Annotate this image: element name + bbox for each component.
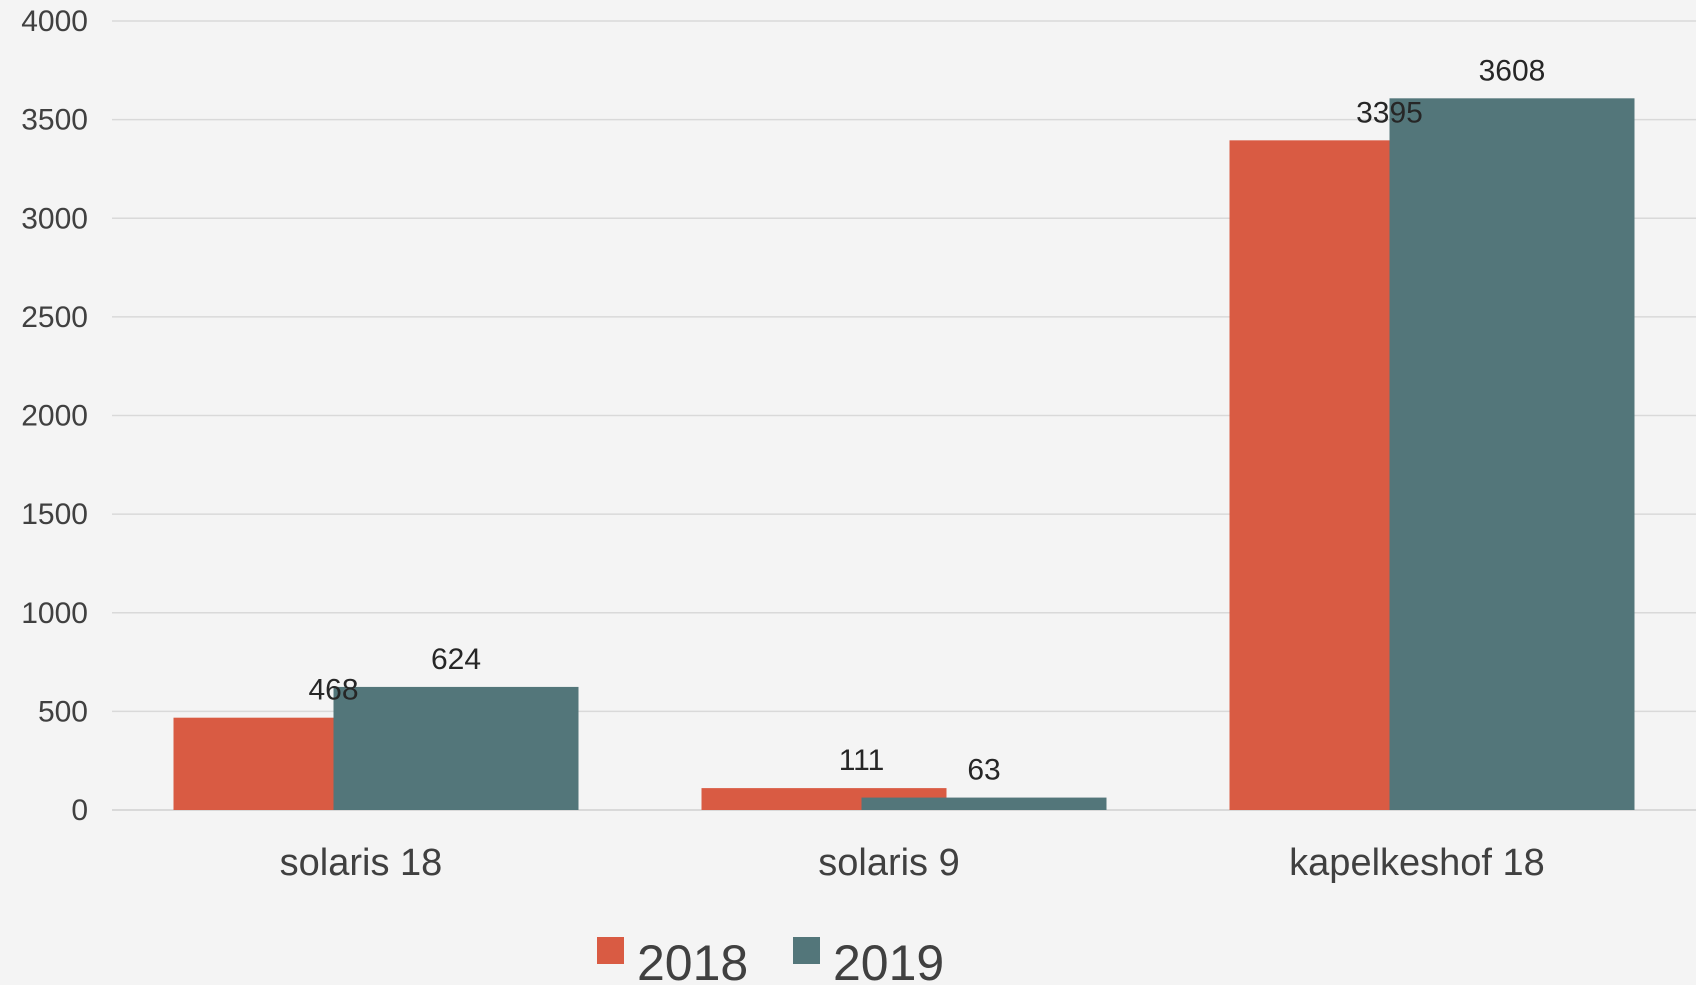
x-category-label: solaris 9 xyxy=(818,842,960,884)
data-label-2019-solaris-9: 63 xyxy=(967,754,1000,787)
y-tick-label: 0 xyxy=(71,794,88,827)
x-axis-category-labels: solaris 18 solaris 9 kapelkeshof 18 xyxy=(280,842,1545,884)
legend-swatch-2018 xyxy=(597,937,624,964)
y-tick-label: 2000 xyxy=(21,400,88,433)
legend-swatch-2019 xyxy=(793,937,820,964)
data-labels: 468 624 111 63 3395 3608 xyxy=(308,54,1545,786)
bars xyxy=(173,98,1635,810)
bar-2019-kapelkeshof-18 xyxy=(1389,98,1635,810)
x-category-label: kapelkeshof 18 xyxy=(1289,842,1545,884)
y-axis-tick-labels: 0 500 1000 1500 2000 2500 3000 3500 4000 xyxy=(21,5,88,827)
y-tick-label: 4000 xyxy=(21,5,88,38)
data-label-2018-kapelkeshof-18: 3395 xyxy=(1356,96,1423,129)
bar-2019-solaris-18 xyxy=(333,686,579,810)
x-category-label: solaris 18 xyxy=(280,842,443,884)
data-label-2019-solaris-18: 624 xyxy=(431,643,481,676)
legend-label-2018: 2018 xyxy=(637,935,748,985)
y-tick-label: 500 xyxy=(38,695,88,728)
y-tick-label: 1500 xyxy=(21,498,88,531)
data-label-2018-solaris-9: 111 xyxy=(839,744,885,777)
legend-label-2019: 2019 xyxy=(833,935,944,985)
data-label-2018-solaris-18: 468 xyxy=(308,674,358,707)
y-tick-label: 3500 xyxy=(21,104,88,137)
y-tick-label: 1000 xyxy=(21,597,88,630)
bar-2019-solaris-9 xyxy=(861,797,1107,810)
legend: 2018 2019 xyxy=(597,935,944,985)
y-tick-label: 2500 xyxy=(21,301,88,334)
y-tick-label: 3000 xyxy=(21,202,88,235)
data-label-2019-kapelkeshof-18: 3608 xyxy=(1479,54,1546,87)
